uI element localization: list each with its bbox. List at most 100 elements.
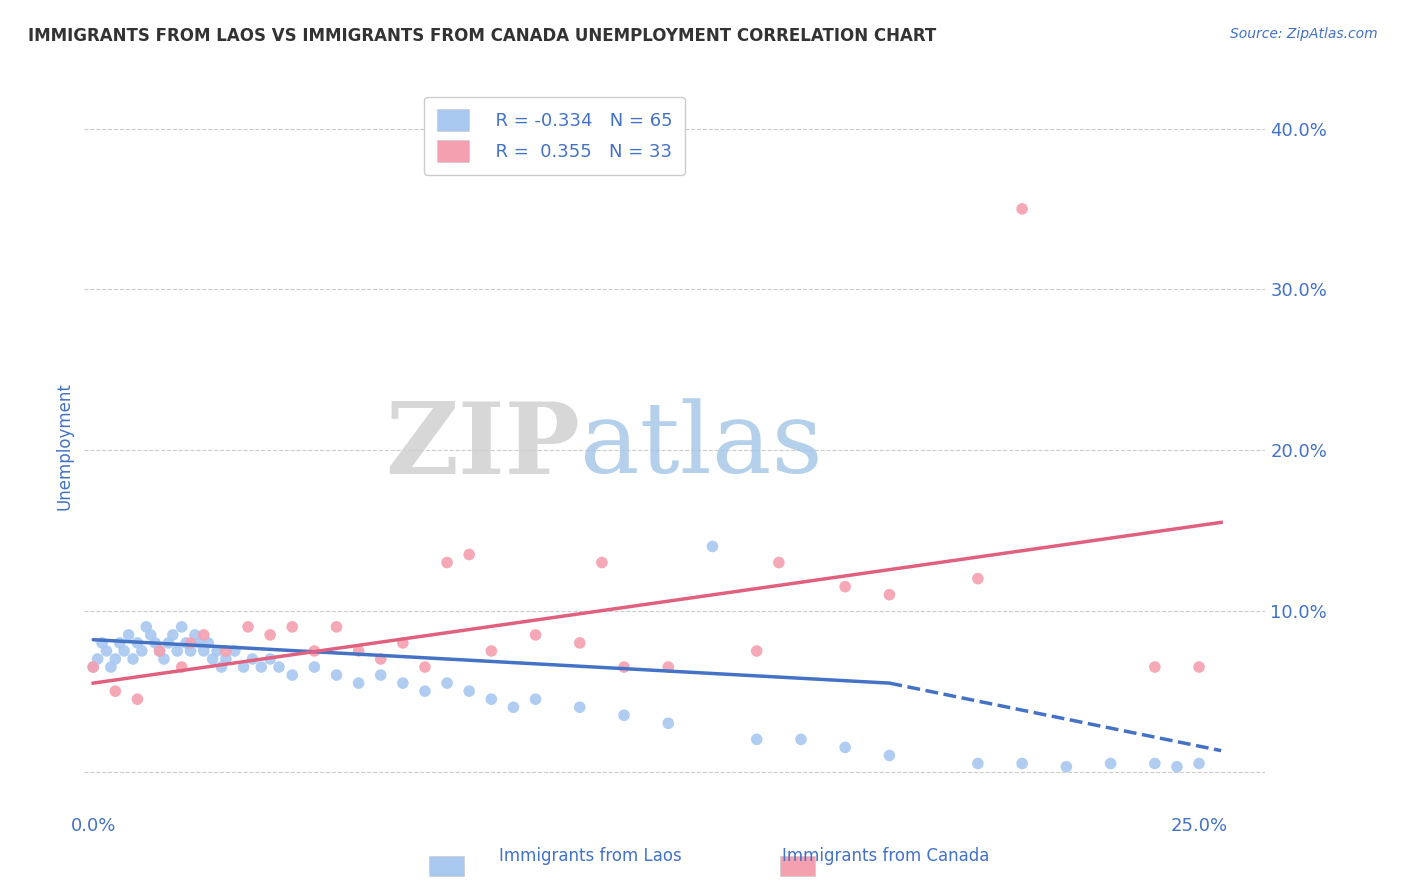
Point: [197, 636, 219, 650]
Point: [413, 684, 436, 698]
Point: [1143, 660, 1166, 674]
Point: [232, 660, 254, 674]
Point: [1099, 756, 1122, 771]
Point: [215, 644, 238, 658]
Point: [413, 660, 436, 674]
Point: [479, 644, 502, 658]
Point: [1011, 756, 1033, 771]
Point: [259, 628, 281, 642]
Point: [100, 660, 122, 674]
Point: [1011, 202, 1033, 216]
Point: [259, 652, 281, 666]
Point: [392, 636, 415, 650]
Point: [127, 692, 149, 706]
Point: [174, 636, 197, 650]
Point: [157, 636, 180, 650]
Point: [180, 636, 202, 650]
Point: [180, 644, 202, 658]
Point: [304, 644, 326, 658]
Point: [82, 660, 104, 674]
Point: [347, 644, 370, 658]
Text: Immigrants from Laos: Immigrants from Laos: [499, 847, 682, 865]
Point: [153, 652, 176, 666]
Point: [135, 620, 157, 634]
Y-axis label: Unemployment: Unemployment: [55, 382, 73, 510]
Point: [215, 652, 238, 666]
Point: [745, 732, 768, 747]
Point: [834, 580, 856, 594]
Point: [170, 660, 193, 674]
Point: [479, 692, 502, 706]
Point: [325, 620, 347, 634]
Point: [392, 676, 415, 690]
Point: [436, 556, 458, 570]
Point: [127, 636, 149, 650]
Point: [91, 636, 114, 650]
Point: [1188, 660, 1211, 674]
Point: [236, 620, 259, 634]
Point: [568, 700, 591, 714]
Point: [162, 628, 184, 642]
Point: [458, 684, 481, 698]
Point: [143, 636, 166, 650]
Point: [591, 556, 613, 570]
Point: [104, 684, 127, 698]
Text: Immigrants from Canada: Immigrants from Canada: [782, 847, 990, 865]
Point: [86, 652, 108, 666]
Text: Source: ZipAtlas.com: Source: ZipAtlas.com: [1230, 27, 1378, 41]
Point: [139, 628, 162, 642]
Point: [370, 668, 392, 682]
Point: [436, 676, 458, 690]
Point: [201, 652, 224, 666]
Point: [325, 668, 347, 682]
Point: [768, 556, 790, 570]
Point: [184, 628, 207, 642]
Point: [148, 644, 170, 658]
Text: ZIP: ZIP: [385, 398, 581, 494]
Point: [879, 588, 901, 602]
Point: [82, 660, 104, 674]
Point: [967, 572, 990, 586]
Point: [211, 660, 233, 674]
Point: [1143, 756, 1166, 771]
Point: [347, 676, 370, 690]
Point: [188, 636, 211, 650]
Point: [205, 644, 228, 658]
Point: [702, 540, 724, 554]
Point: [613, 708, 636, 723]
Point: [117, 628, 139, 642]
Point: [1054, 760, 1077, 774]
Point: [166, 644, 188, 658]
Point: [790, 732, 813, 747]
Point: [304, 660, 326, 674]
Point: [242, 652, 264, 666]
Point: [131, 644, 153, 658]
Point: [170, 620, 193, 634]
Point: [370, 652, 392, 666]
Point: [122, 652, 145, 666]
Point: [502, 700, 524, 714]
Point: [281, 620, 304, 634]
Point: [745, 644, 768, 658]
Point: [250, 660, 273, 674]
Point: [458, 548, 481, 562]
Point: [1166, 760, 1188, 774]
Point: [613, 660, 636, 674]
Text: atlas: atlas: [581, 398, 823, 494]
Point: [96, 644, 118, 658]
Point: [834, 740, 856, 755]
Point: [879, 748, 901, 763]
Point: [148, 644, 170, 658]
Point: [967, 756, 990, 771]
Point: [112, 644, 135, 658]
Text: IMMIGRANTS FROM LAOS VS IMMIGRANTS FROM CANADA UNEMPLOYMENT CORRELATION CHART: IMMIGRANTS FROM LAOS VS IMMIGRANTS FROM …: [28, 27, 936, 45]
Point: [193, 628, 215, 642]
Point: [524, 628, 547, 642]
Point: [524, 692, 547, 706]
Point: [104, 652, 127, 666]
Point: [267, 660, 290, 674]
Point: [224, 644, 246, 658]
Point: [281, 668, 304, 682]
Point: [657, 660, 679, 674]
Point: [657, 716, 679, 731]
